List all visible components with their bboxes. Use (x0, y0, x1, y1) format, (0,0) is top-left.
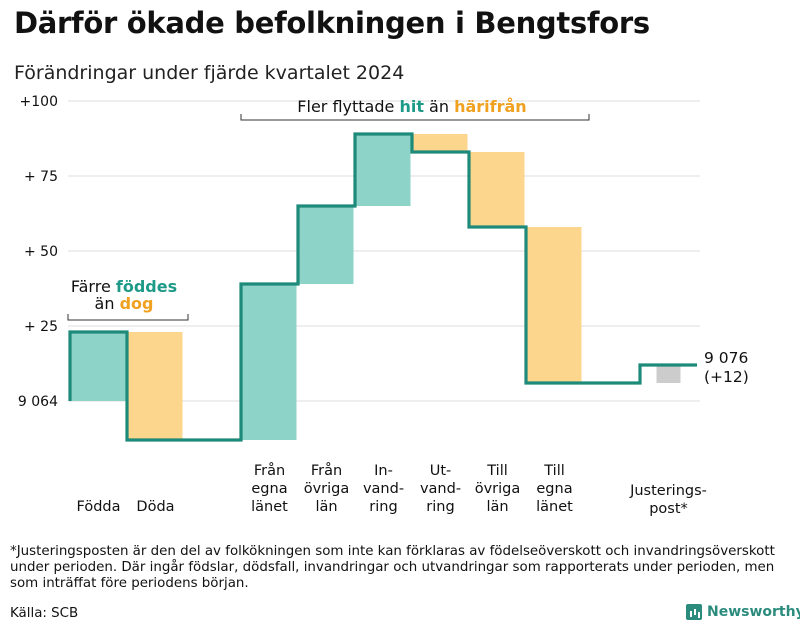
source-label: Källa: SCB (10, 606, 79, 621)
waterfall-bar (128, 332, 183, 440)
waterfall-bar (413, 134, 468, 152)
annotation-bracket (67, 314, 189, 321)
x-tick-label: Justerings-post* (629, 483, 707, 517)
y-tick-label: +100 (20, 94, 58, 110)
annotation-migration: Fler flyttade hit än härifrån (297, 97, 526, 116)
waterfall-bar (71, 332, 126, 401)
footnote: *Justeringsposten är den del av folkökni… (10, 544, 775, 591)
end-change-label: (+12) (704, 368, 749, 386)
brand-name: Newsworthy (707, 604, 800, 620)
waterfall-bar (356, 134, 411, 206)
x-tick-label: Födda (77, 499, 121, 515)
waterfall-line (68, 132, 697, 442)
x-tick-label: Från övriga län (304, 462, 350, 515)
waterfall-bar (527, 227, 582, 383)
waterfall-chart: 9 064 + 25 + 50 + 75 +100 Födda Döda Från egna lä… (18, 94, 749, 517)
waterfall-bar (242, 284, 297, 440)
y-tick-label: + 50 (24, 244, 58, 260)
annotation-births-line1: Färre föddes (71, 277, 177, 296)
x-tick-label: Till övriga län (475, 463, 521, 515)
x-tick-label: Ut-vand-ring (420, 463, 461, 515)
y-tick-label: + 25 (24, 319, 58, 335)
waterfall-bar (299, 206, 354, 284)
waterfall-bar (656, 365, 681, 383)
chart-subtitle: Förändringar under fjärde kvartalet 2024 (14, 62, 405, 84)
x-tick-label: Döda (136, 499, 174, 515)
y-tick-label: 9 064 (18, 394, 58, 410)
y-tick-label: + 75 (24, 169, 58, 185)
brand-logo: Newsworthy (686, 604, 800, 620)
annotation-births-line2: än dog (95, 294, 154, 313)
x-tick-label: Till egna länet (536, 463, 573, 515)
end-value-label: 9 076 (704, 349, 748, 367)
chart-title: Därför ökade befolkningen i Bengtsfors (14, 6, 650, 40)
x-tick-label: Från egna länet (251, 462, 288, 515)
newsworthy-icon (686, 604, 702, 620)
x-tick-label: In-vand-ring (363, 463, 404, 515)
waterfall-bar (470, 152, 525, 227)
annotation-bracket (240, 114, 590, 121)
